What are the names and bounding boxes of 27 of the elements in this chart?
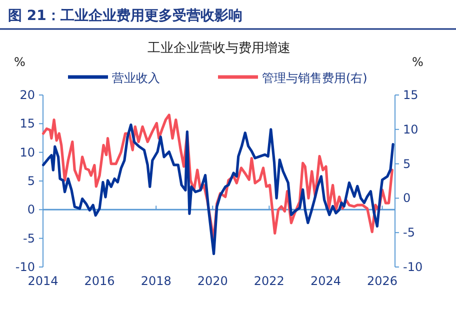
y-axis-title: % <box>14 55 26 69</box>
y2-tick-label: 5 <box>403 156 411 171</box>
legend-label: 管理与销售费用(右) <box>262 71 368 85</box>
x-tick-label: 2022 <box>254 274 284 288</box>
y-tick-label: 5 <box>27 174 35 188</box>
y-tick-label: 10 <box>20 145 35 160</box>
x-tick-label: 2016 <box>84 274 115 288</box>
legend-label: 营业收入 <box>112 71 160 85</box>
y-tick-label: -5 <box>23 231 35 246</box>
y2-tick-label: 15 <box>403 88 418 102</box>
y-tick-label: 15 <box>20 116 35 131</box>
x-tick-label: 2020 <box>197 274 228 288</box>
y2-tick-label: 10 <box>403 122 418 136</box>
x-tick-label: 2026 <box>367 274 398 288</box>
y-tick-label: 20 <box>20 88 35 102</box>
y2-axis-title: % <box>412 55 424 69</box>
y-tick-label: 0 <box>27 202 35 217</box>
y2-tick-label: -10 <box>403 260 423 274</box>
x-tick-label: 2014 <box>28 274 58 288</box>
x-tick-label: 2024 <box>310 274 342 288</box>
line-series <box>42 124 394 256</box>
y2-tick-label: -5 <box>403 226 415 240</box>
x-tick-label: 2018 <box>140 274 172 288</box>
chart-subtitle: 工业企业营收与费用增速 <box>148 41 290 56</box>
chart-title: 图 21：工业企业费用更多受营收影响 <box>8 8 242 24</box>
y-tick-label: -10 <box>15 260 35 274</box>
y2-tick-label: 0 <box>403 191 411 206</box>
